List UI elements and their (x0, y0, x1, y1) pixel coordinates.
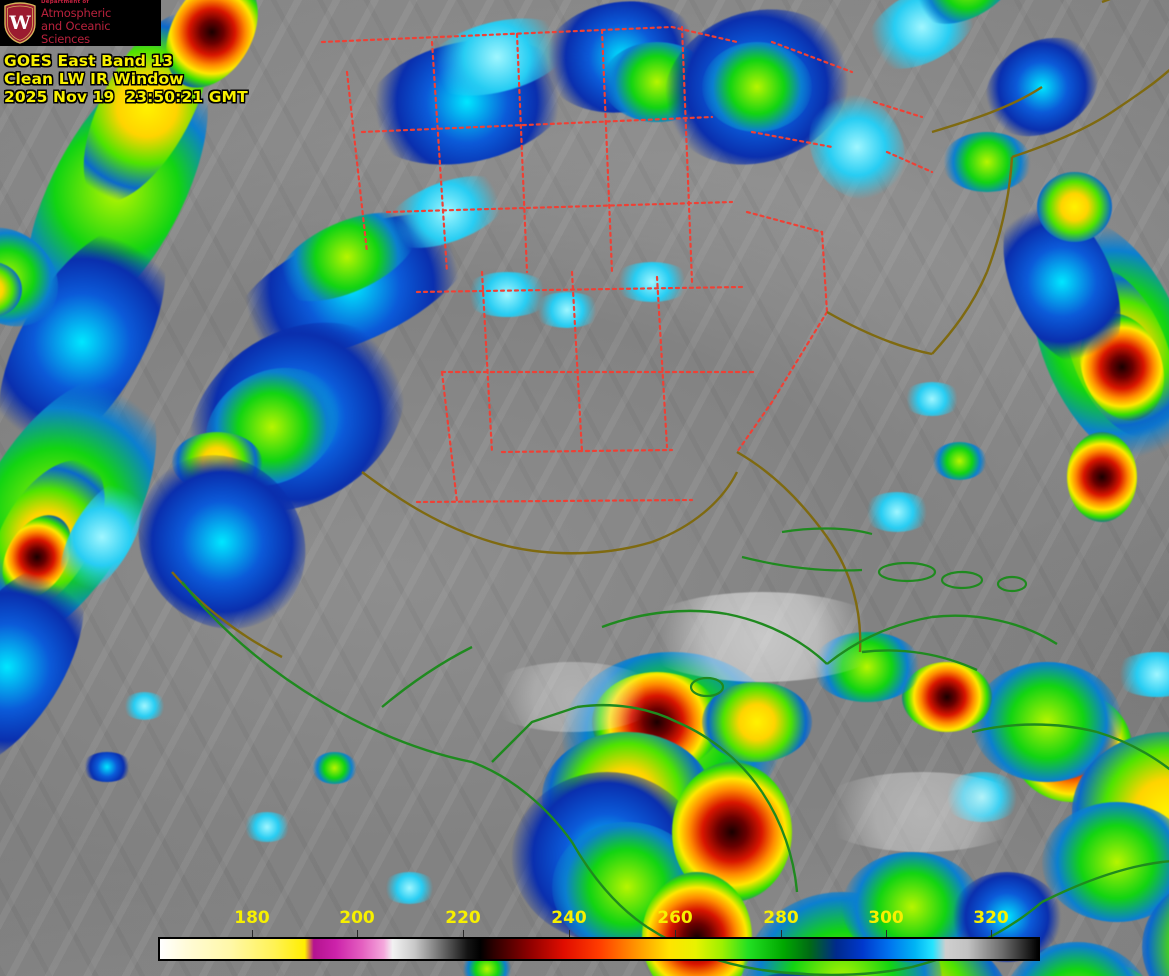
logo-line-1: Atmospheric (41, 5, 112, 20)
colorbar-tick-label: 180 (234, 908, 270, 928)
title-product: Clean LW IR Window (4, 70, 184, 89)
svg-text:W: W (8, 12, 31, 34)
colorbar-tick-label: 300 (868, 908, 904, 928)
uw-madison-aos-logo: W Department of Atmospheric and Oceanic … (0, 0, 161, 46)
colorbar-tick-label: 320 (973, 908, 1009, 928)
colorbar-tick-label: 260 (657, 908, 693, 928)
colorbar-gradient (160, 939, 1038, 959)
title-timestamp: 2025 Nov 19 23:50:21 GMT (4, 88, 248, 107)
colorbar-tick-label: 280 (763, 908, 799, 928)
logo-line-2: and Oceanic Sciences (41, 18, 111, 46)
colorbar-tick-label: 240 (551, 908, 587, 928)
colorbar-tick-label: 200 (339, 908, 375, 928)
colorbar-gradient-bar[interactable] (158, 937, 1040, 961)
uw-w-crest-icon: W (4, 2, 36, 44)
title-satellite-band: GOES East Band 13 (4, 52, 174, 70)
logo-department-label: Department of (41, 0, 89, 6)
colorbar-tick-label: 220 (445, 908, 481, 928)
image-title-block: GOES East Band 13 Clean LW IR Window 202… (4, 52, 248, 106)
